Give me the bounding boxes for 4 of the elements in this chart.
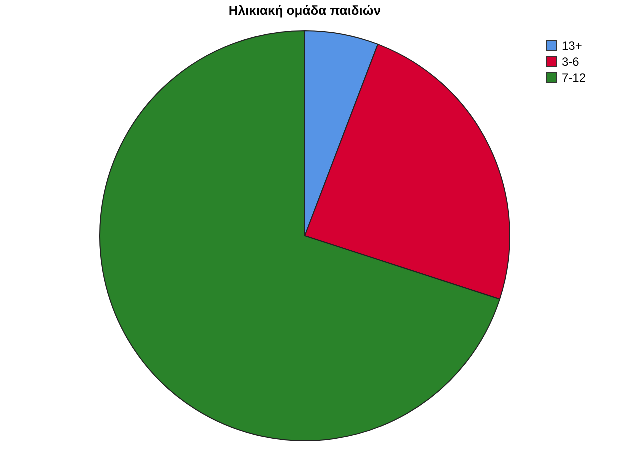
legend-label: 3-6: [562, 55, 580, 69]
legend-label: 13+: [562, 39, 582, 53]
legend-label: 7-12: [562, 71, 586, 85]
chart-title: Ηλικιακή ομάδα παιδιών: [228, 3, 382, 18]
